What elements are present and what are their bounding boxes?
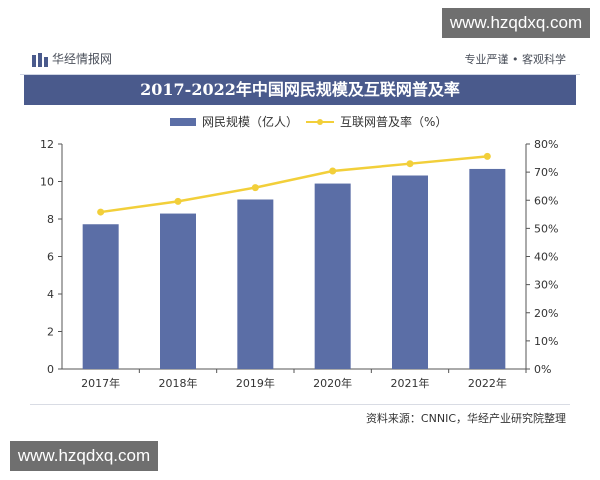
y-right-tick-label: 10% bbox=[534, 335, 558, 348]
x-tick-label: 2022年 bbox=[468, 376, 507, 390]
bar bbox=[392, 175, 428, 369]
chart-card: 华经情报网 专业严谨 • 客观科学 2017-2022年中国网民规模及互联网普及… bbox=[20, 44, 580, 432]
x-tick-label: 2020年 bbox=[313, 376, 352, 390]
x-tick-label: 2021年 bbox=[391, 376, 430, 390]
source-note: 资料来源：CNNIC，华经产业研究院整理 bbox=[365, 412, 566, 425]
y-right-tick-label: 20% bbox=[534, 307, 558, 320]
x-tick-label: 2019年 bbox=[236, 376, 275, 390]
y-right-tick-label: 60% bbox=[534, 194, 558, 207]
y-left-tick-label: 12 bbox=[40, 138, 54, 151]
bar bbox=[314, 183, 351, 369]
line-point bbox=[406, 160, 414, 168]
y-left-tick-label: 10 bbox=[40, 176, 54, 189]
watermark-top: www.hzqdxq.com bbox=[442, 8, 590, 38]
y-left-tick-label: 6 bbox=[47, 251, 54, 264]
x-tick-label: 2017年 bbox=[81, 376, 120, 390]
y-right-tick-label: 40% bbox=[534, 251, 558, 264]
line-series bbox=[100, 155, 488, 214]
brand-logo-icon bbox=[32, 53, 48, 67]
bar bbox=[469, 168, 506, 369]
x-tick-label: 2018年 bbox=[159, 376, 198, 390]
y-left-tick-label: 0 bbox=[47, 363, 54, 376]
line-point bbox=[97, 208, 105, 216]
legend-bar-label: 网民规模（亿人） bbox=[202, 114, 298, 129]
line-point bbox=[329, 167, 337, 175]
watermark-bottom: www.hzqdxq.com bbox=[10, 441, 158, 471]
y-right-tick-label: 50% bbox=[534, 222, 558, 235]
line-point bbox=[174, 197, 182, 205]
y-left-tick-label: 8 bbox=[47, 213, 54, 226]
legend-line-marker bbox=[317, 119, 323, 125]
bar bbox=[237, 199, 274, 369]
footer-divider bbox=[30, 404, 570, 405]
y-left-tick-label: 4 bbox=[47, 288, 54, 301]
y-left-tick-label: 2 bbox=[47, 326, 54, 339]
line-point bbox=[251, 184, 259, 192]
legend-line-label: 互联网普及率（%） bbox=[340, 114, 447, 129]
brand-slogan: 专业严谨 • 客观科学 bbox=[464, 53, 566, 66]
y-right-tick-label: 80% bbox=[534, 138, 558, 151]
bar bbox=[82, 224, 119, 369]
y-right-tick-label: 0% bbox=[534, 363, 551, 376]
brand-name: 华经情报网 bbox=[52, 52, 113, 66]
bar bbox=[160, 213, 196, 369]
brand-bar: 华经情报网 专业严谨 • 客观科学 bbox=[20, 44, 580, 75]
chart-title: 2017-2022年中国网民规模及互联网普及率 bbox=[24, 75, 576, 105]
y-right-tick-label: 30% bbox=[534, 279, 558, 292]
chart-svg: 网民规模（亿人） 互联网普及率（%） 0 2 4 6 8 10 12 0% 10% 20% 30% 40%… bbox=[40, 114, 558, 390]
y-right-tick-label: 70% bbox=[534, 166, 558, 179]
line-point bbox=[483, 152, 491, 160]
legend-bar-swatch bbox=[170, 118, 196, 126]
